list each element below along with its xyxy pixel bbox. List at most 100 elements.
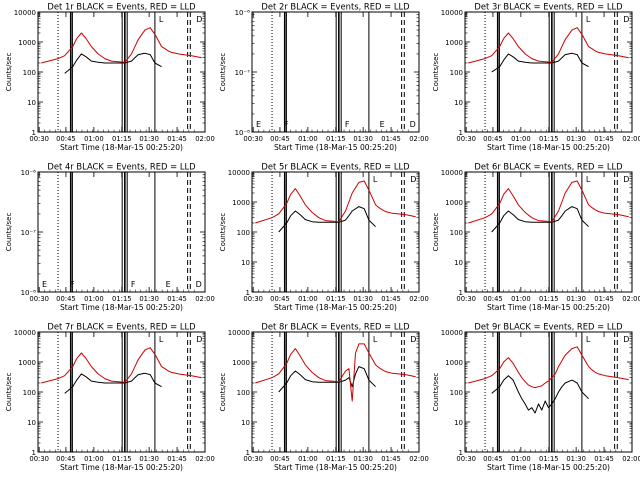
x-tick-label: 01:30 [566,455,586,463]
x-tick-label: 00:30 [243,135,263,143]
x-tick-label: 02:00 [622,455,640,463]
marker-label: L [159,335,164,344]
series-line-lld [468,27,629,64]
panel-6: Det 6r BLACK = Events, RED = LLD 1 10 100 10… [432,162,640,313]
y-tick-label: 10000 [441,329,463,337]
x-tick-label: 01:45 [381,295,401,303]
x-tick-label: 01:45 [381,455,401,463]
marker-label: E [256,120,261,129]
marker-label: D [623,335,629,344]
series-line-events [64,372,162,394]
x-tick-label: 01:00 [84,455,104,463]
panel-4: Det 4r BLACK = Events, RED = LLD 10⁻⁸ 10⁻⁷… [5,162,215,313]
y-tick-label: 1 [246,449,250,457]
x-tick-label: 01:15 [326,295,346,303]
x-tick-label: 01:45 [381,135,401,143]
y-tick-label: 1 [459,129,463,137]
y-axis-label: Counts/sec [219,213,227,252]
x-axis-label: Start Time (18-Mar-15 00:25:20) [487,303,610,312]
marker-label: E [166,280,171,289]
y-tick-label: 1 [32,449,36,457]
panel-title: Det 6r BLACK = Events, RED = LLD [474,162,622,172]
x-tick-label: 01:30 [566,295,586,303]
marker-label: D [410,175,416,184]
series-line-events [64,52,162,74]
x-tick-label: 00:45 [483,295,503,303]
x-tick-label: 01:45 [594,295,614,303]
marker-label: D [196,335,202,344]
y-tick-label: 1000 [232,359,250,367]
marker-label: F [284,120,289,129]
panel-title: Det 5r BLACK = Events, RED = LLD [261,162,409,172]
x-tick-label: 01:45 [594,455,614,463]
panel-title: Det 8r BLACK = Events, RED = LLD [261,322,409,332]
y-axis-label: Counts/sec [432,373,440,412]
x-axis-label: Start Time (18-Mar-15 00:25:20) [274,303,397,312]
x-tick-label: 01:30 [353,455,373,463]
x-axis-label: Start Time (18-Mar-15 00:25:20) [60,303,183,312]
x-tick-label: 02:00 [195,135,215,143]
marker-label: E [380,120,385,129]
x-tick-label: 00:45 [270,455,290,463]
x-tick-label: 01:30 [139,295,159,303]
x-tick-label: 01:15 [326,455,346,463]
y-tick-label: 100 [237,389,250,397]
y-tick-label: 100 [237,229,250,237]
x-tick-label: 01:30 [139,455,159,463]
plot-frame [37,171,206,293]
y-tick-label: 10⁻⁶ [21,169,37,177]
y-tick-label: 1000 [18,39,36,47]
x-tick-label: 01:00 [84,135,104,143]
y-axis-label: Counts/sec [5,373,13,412]
panel-title: Det 4r BLACK = Events, RED = LLD [47,162,195,172]
panel-2: Det 2r BLACK = Events, RED = LLD 10⁻⁸ 10⁻⁷… [219,2,429,153]
marker-label: F [345,120,350,129]
panel-3: Det 3r BLACK = Events, RED = LLD 1 10 100 10… [432,2,640,153]
x-tick-label: 02:00 [195,455,215,463]
x-tick-label: 00:45 [270,295,290,303]
marker-label: L [159,15,164,24]
marker-label: D [196,280,202,289]
y-tick-label: 10000 [228,169,250,177]
series-line-lld [255,343,416,402]
x-tick-label: 01:00 [84,295,104,303]
plot-frame [464,11,633,133]
series-line-events [491,375,589,414]
x-tick-label: 01:45 [167,295,187,303]
x-tick-label: 01:00 [298,135,318,143]
x-tick-label: 01:30 [353,135,373,143]
y-tick-label: 1000 [232,199,250,207]
y-tick-label: 100 [23,389,36,397]
panel-title: Det 1r BLACK = Events, RED = LLD [47,2,195,12]
panel-8: Det 8r BLACK = Events, RED = LLD 1 10 100 10… [219,322,429,473]
y-axis-label: Counts/sec [5,213,13,252]
series-line-events [491,52,589,73]
y-tick-label: 10000 [228,329,250,337]
panel-1: Det 1r BLACK = Events, RED = LLD 1 10 100 10… [5,2,215,153]
y-tick-label: 1 [246,289,250,297]
x-tick-label: 02:00 [195,295,215,303]
y-tick-label: 1000 [445,199,463,207]
y-tick-label: 10⁻⁷ [21,229,37,237]
x-tick-label: 01:15 [326,135,346,143]
marker-label: L [586,175,591,184]
series-line-lld [41,347,202,384]
x-tick-label: 00:30 [29,455,49,463]
x-tick-label: 00:45 [483,135,503,143]
plot-frame [464,331,633,453]
x-axis-label: Start Time (18-Mar-15 00:25:20) [487,463,610,472]
plot-frame [251,331,420,453]
y-axis-label: Counts/sec [219,53,227,92]
x-tick-label: 02:00 [622,135,640,143]
y-tick-label: 10⁻⁶ [235,9,251,17]
y-tick-label: 1 [459,449,463,457]
y-axis-label: Counts/sec [432,213,440,252]
series-line-lld [255,180,416,224]
y-axis-label: Counts/sec [219,373,227,412]
y-tick-label: 10 [27,419,36,427]
x-tick-label: 01:45 [167,135,187,143]
panel-7: Det 7r BLACK = Events, RED = LLD 1 10 100 10… [5,322,215,473]
y-tick-label: 10000 [14,329,36,337]
y-tick-label: 1 [459,289,463,297]
